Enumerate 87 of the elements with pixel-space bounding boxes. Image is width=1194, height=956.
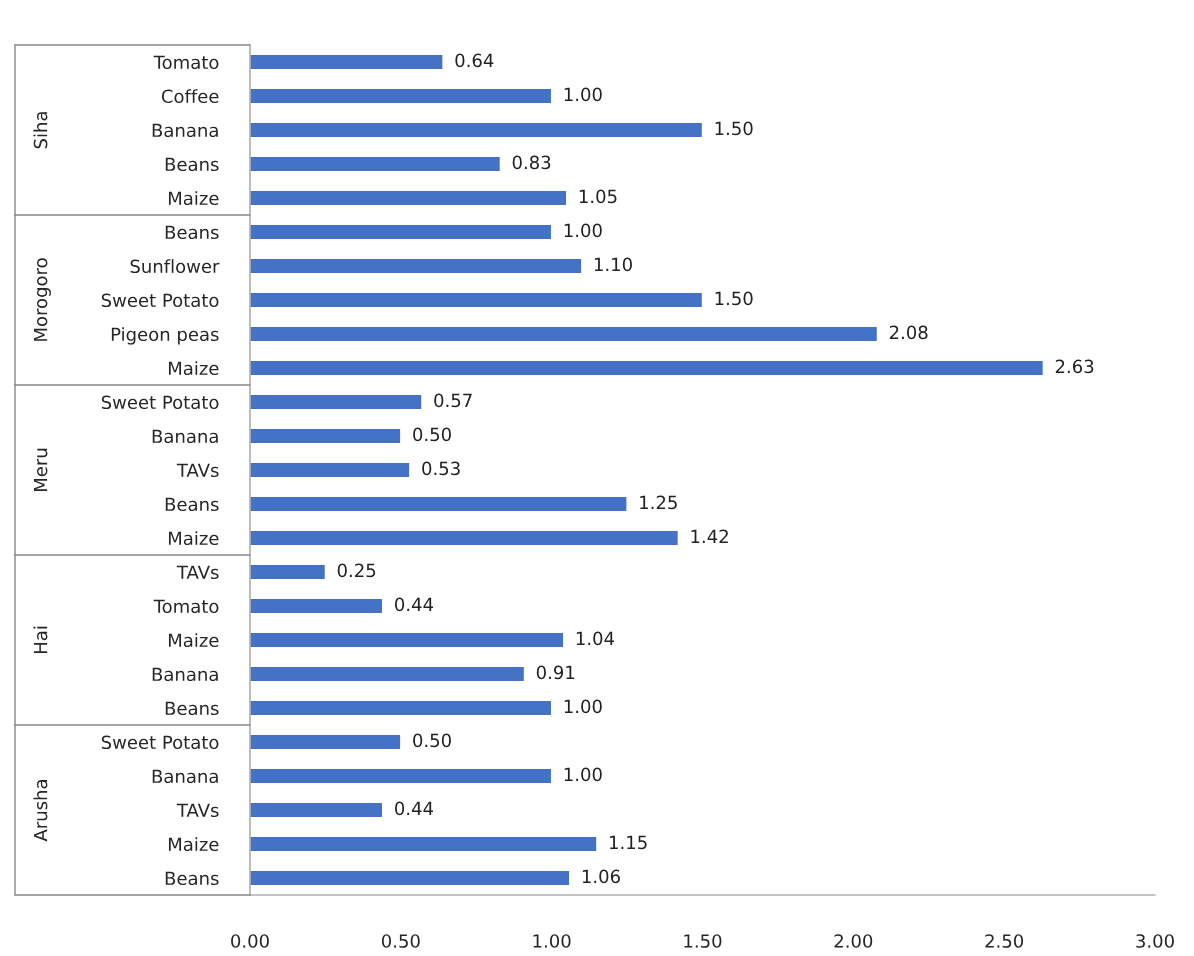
text: Morogoro: [33, 258, 51, 341]
y-tick-label: Beans: [165, 157, 219, 172]
bar: [250, 155, 502, 173]
data-label: 0.50: [413, 427, 451, 442]
x-tick-label: 1.00: [533, 934, 571, 948]
bar: [250, 291, 704, 309]
bar: [250, 529, 680, 547]
bar: [250, 801, 384, 819]
data-label: 2.63: [1055, 359, 1094, 374]
text: Siha: [33, 112, 48, 149]
data-label: 0.44: [395, 801, 434, 816]
text: Meru: [33, 448, 48, 492]
data-label: 0.53: [422, 461, 460, 476]
x-tick-label: 3.00: [1136, 934, 1174, 948]
y-tick-label: Sunflower: [130, 259, 220, 274]
y-tick-label: TAVs: [176, 803, 219, 818]
x-tick-label: 0.00: [231, 934, 269, 948]
data-label: 0.44: [395, 597, 434, 612]
x-tick-label: 1.50: [684, 934, 722, 948]
bar: [250, 325, 879, 343]
bar: [250, 427, 402, 445]
data-label: 1.42: [691, 529, 728, 543]
data-label: 1.25: [640, 495, 677, 510]
y-tick-label: Sweet Potato: [101, 735, 219, 750]
y-tick-label: Beans: [165, 871, 219, 886]
bar: [250, 461, 411, 479]
data-label: 1.04: [576, 631, 615, 646]
data-label: 1.50: [715, 121, 753, 136]
y-tick-label: Beans: [165, 497, 219, 512]
data-label: 0.83: [512, 155, 551, 170]
y-tick-label: Beans: [165, 225, 219, 240]
bar: [250, 189, 568, 207]
data-label: 1.06: [582, 869, 620, 884]
y-tick-label: Sweet Potato: [101, 293, 219, 308]
y-tick-label: Banana: [152, 769, 218, 784]
bar: [250, 223, 553, 241]
bar: [250, 563, 327, 581]
y-tick-label: Maize: [168, 531, 219, 546]
bar: [250, 665, 526, 683]
data-label: 1.50: [715, 291, 753, 306]
bar: [250, 53, 444, 71]
bar: [250, 87, 553, 105]
y-tick-label: Tomato: [153, 599, 219, 614]
bar: [250, 121, 704, 139]
bar: [250, 359, 1045, 377]
text: Arusha: [33, 780, 48, 842]
x-tick-label: 2.00: [834, 934, 873, 948]
data-label: 1.00: [564, 87, 602, 102]
bar: [250, 393, 423, 411]
y-tick-label: Beans: [165, 701, 219, 716]
bar: [250, 869, 571, 887]
bar: [250, 733, 402, 751]
bar: [250, 835, 598, 853]
y-tick-label: Tomato: [153, 55, 219, 70]
bar: [250, 699, 553, 717]
data-label: 0.50: [413, 733, 451, 748]
x-tick-label: 0.50: [381, 934, 420, 948]
bar: [250, 257, 583, 275]
data-label: 1.15: [610, 835, 647, 850]
y-tick-label: Banana: [152, 123, 218, 138]
y-tick-label: Coffee: [161, 89, 219, 104]
y-tick-label: Banana: [152, 667, 218, 682]
y-tick-label: Maize: [168, 191, 219, 206]
y-tick-label: Pigeon peas: [111, 327, 219, 345]
data-label: 0.57: [434, 393, 472, 408]
y-tick-label: TAVs: [176, 565, 219, 580]
data-label: 1.00: [564, 223, 602, 238]
y-tick-label: TAVs: [176, 463, 219, 478]
x-tick-label: 2.50: [985, 934, 1024, 948]
data-label: 1.10: [594, 257, 632, 272]
bar: [250, 597, 384, 615]
data-label: 0.64: [455, 53, 494, 68]
data-label: 1.05: [579, 189, 617, 204]
y-tick-label: Maize: [168, 361, 219, 376]
data-label: 0.25: [337, 563, 376, 578]
y-tick-label: Maize: [168, 837, 219, 852]
bar: [250, 631, 565, 649]
text: Hai: [33, 626, 48, 654]
data-label: 0.91: [536, 665, 575, 680]
y-tick-label: Maize: [168, 633, 219, 648]
data-label: 1.00: [564, 767, 602, 782]
data-label: 1.00: [564, 699, 602, 714]
y-tick-label: Banana: [152, 429, 218, 444]
bar: [250, 495, 628, 513]
bar: [250, 767, 553, 785]
y-tick-label: Sweet Potato: [101, 395, 219, 410]
data-label: 2.08: [889, 325, 928, 340]
